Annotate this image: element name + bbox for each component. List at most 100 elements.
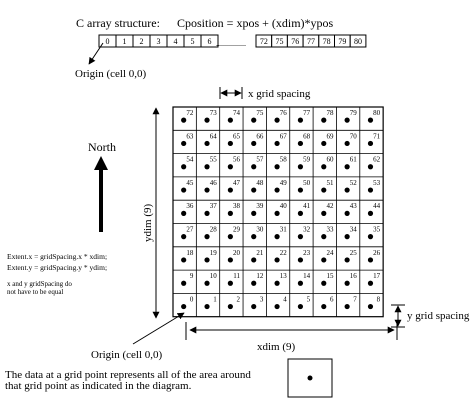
grid-cell-index: 70 <box>350 132 358 140</box>
grid-point <box>344 140 350 147</box>
grid-cell-index: 17 <box>373 272 381 280</box>
grid-point <box>251 210 257 216</box>
grid-cell-index: 57 <box>256 156 264 164</box>
grid-cell-index: 69 <box>326 132 334 140</box>
grid-point <box>344 187 350 193</box>
grid-point <box>227 140 233 147</box>
grid-point <box>367 117 374 123</box>
grid-point <box>181 187 187 193</box>
grid-point <box>227 210 233 216</box>
grid-point <box>274 117 280 123</box>
grid-point <box>344 164 350 170</box>
grid-cell-index: 31 <box>280 226 288 234</box>
grid-point <box>297 164 304 170</box>
grid-cell-index: 62 <box>373 156 381 164</box>
extent-x-formula: Extent.x = gridSpacing.x * xdim; <box>7 252 107 261</box>
grid-cell-index: 22 <box>280 249 288 257</box>
grid-point <box>321 187 327 193</box>
grid-point <box>181 234 187 240</box>
north-arrow-head <box>94 156 108 170</box>
grid-point <box>204 140 210 147</box>
grid-point <box>321 117 327 123</box>
origin-grid-pointer-arrow <box>132 312 185 345</box>
grid-point <box>344 303 350 310</box>
grid-point <box>227 187 233 193</box>
grid-cell-index: 80 <box>373 109 381 117</box>
grid-point <box>274 257 280 263</box>
array-cell <box>200 34 219 48</box>
array-strip-end: 72 75 76 77 78 79 80 <box>255 34 367 48</box>
grid-cell-index: 25 <box>350 249 358 257</box>
grid-cell-index: 0 <box>190 295 194 303</box>
array-cell-index: 78 <box>323 37 331 46</box>
grid-point <box>274 303 280 310</box>
array-ellipsis: ............... <box>216 39 246 48</box>
grid-cell-index: 43 <box>350 202 358 210</box>
grid-point <box>274 234 280 240</box>
grid-cell-index: 47 <box>233 179 241 187</box>
array-cell-index: 76 <box>291 37 299 46</box>
grid-cell-index: 21 <box>256 249 264 257</box>
grid-cell-index: 35 <box>373 226 381 234</box>
array-cell-index: 75 <box>276 37 284 46</box>
grid-point <box>227 257 233 263</box>
grid-point <box>367 164 374 170</box>
grid-cell-index: 64 <box>210 132 218 140</box>
grid-cell-index: 67 <box>280 132 288 140</box>
array-cell-index: 72 <box>260 37 268 46</box>
origin-array-pointer-arrow <box>88 42 104 65</box>
grid-cell-index: 71 <box>373 132 381 140</box>
grid-point <box>321 140 327 147</box>
grid-point <box>251 117 257 123</box>
grid-point <box>321 303 327 310</box>
grid-cell-index: 44 <box>373 202 381 210</box>
caption-line1: The data at a grid point represents all … <box>5 369 251 381</box>
grid-point <box>321 210 327 216</box>
grid-point <box>344 280 350 286</box>
grid-cell-index: 55 <box>210 156 218 164</box>
grid-cell-index: 24 <box>326 249 334 257</box>
grid-cell-index: 9 <box>190 272 194 280</box>
grid-cell-index: 53 <box>373 179 381 187</box>
grid-point <box>274 210 280 216</box>
grid-cell-index: 76 <box>280 109 288 117</box>
grid-cell-index: 29 <box>233 226 241 234</box>
grid-cell-index: 34 <box>350 226 358 234</box>
array-cell-index: 79 <box>338 37 346 46</box>
grid-cell-index: 11 <box>233 272 240 280</box>
grid-cell-index: 14 <box>303 272 311 280</box>
grid-cell-index: 54 <box>186 156 194 164</box>
grid-point <box>251 187 257 193</box>
grid-cell-index: 40 <box>280 202 288 210</box>
c-position-formula: Cposition = xpos + (xdim)*ypos <box>177 16 334 30</box>
grid-point <box>227 303 233 310</box>
grid-point <box>367 187 374 193</box>
grid-point <box>181 140 187 147</box>
grid-point <box>297 210 304 216</box>
grid-cell-index: 79 <box>350 109 358 117</box>
grid-point <box>297 140 304 147</box>
grid-point <box>297 187 304 193</box>
grid-point <box>181 303 187 310</box>
grid-point <box>274 140 280 147</box>
grid-point <box>367 140 374 147</box>
grid-point <box>204 117 210 123</box>
ydim-label: ydim (9) <box>142 203 154 242</box>
grid-point <box>181 210 187 216</box>
grid-cell-index: 59 <box>303 156 311 164</box>
grid-point <box>344 234 350 240</box>
grid-cell-index: 61 <box>350 156 358 164</box>
grid-cell-index: 2 <box>237 295 241 303</box>
grid-point <box>204 303 210 310</box>
grid-cell-index: 42 <box>326 202 334 210</box>
area-example-point <box>307 375 313 381</box>
grid-point <box>181 117 187 123</box>
grid-point <box>251 257 257 263</box>
grid-cell-index: 18 <box>186 249 194 257</box>
grid-cell-index: 41 <box>303 202 311 210</box>
grid-point <box>297 303 304 310</box>
grid-cell-index: 20 <box>233 249 241 257</box>
grid-point <box>321 280 327 286</box>
grid-cell-index: 73 <box>210 109 218 117</box>
